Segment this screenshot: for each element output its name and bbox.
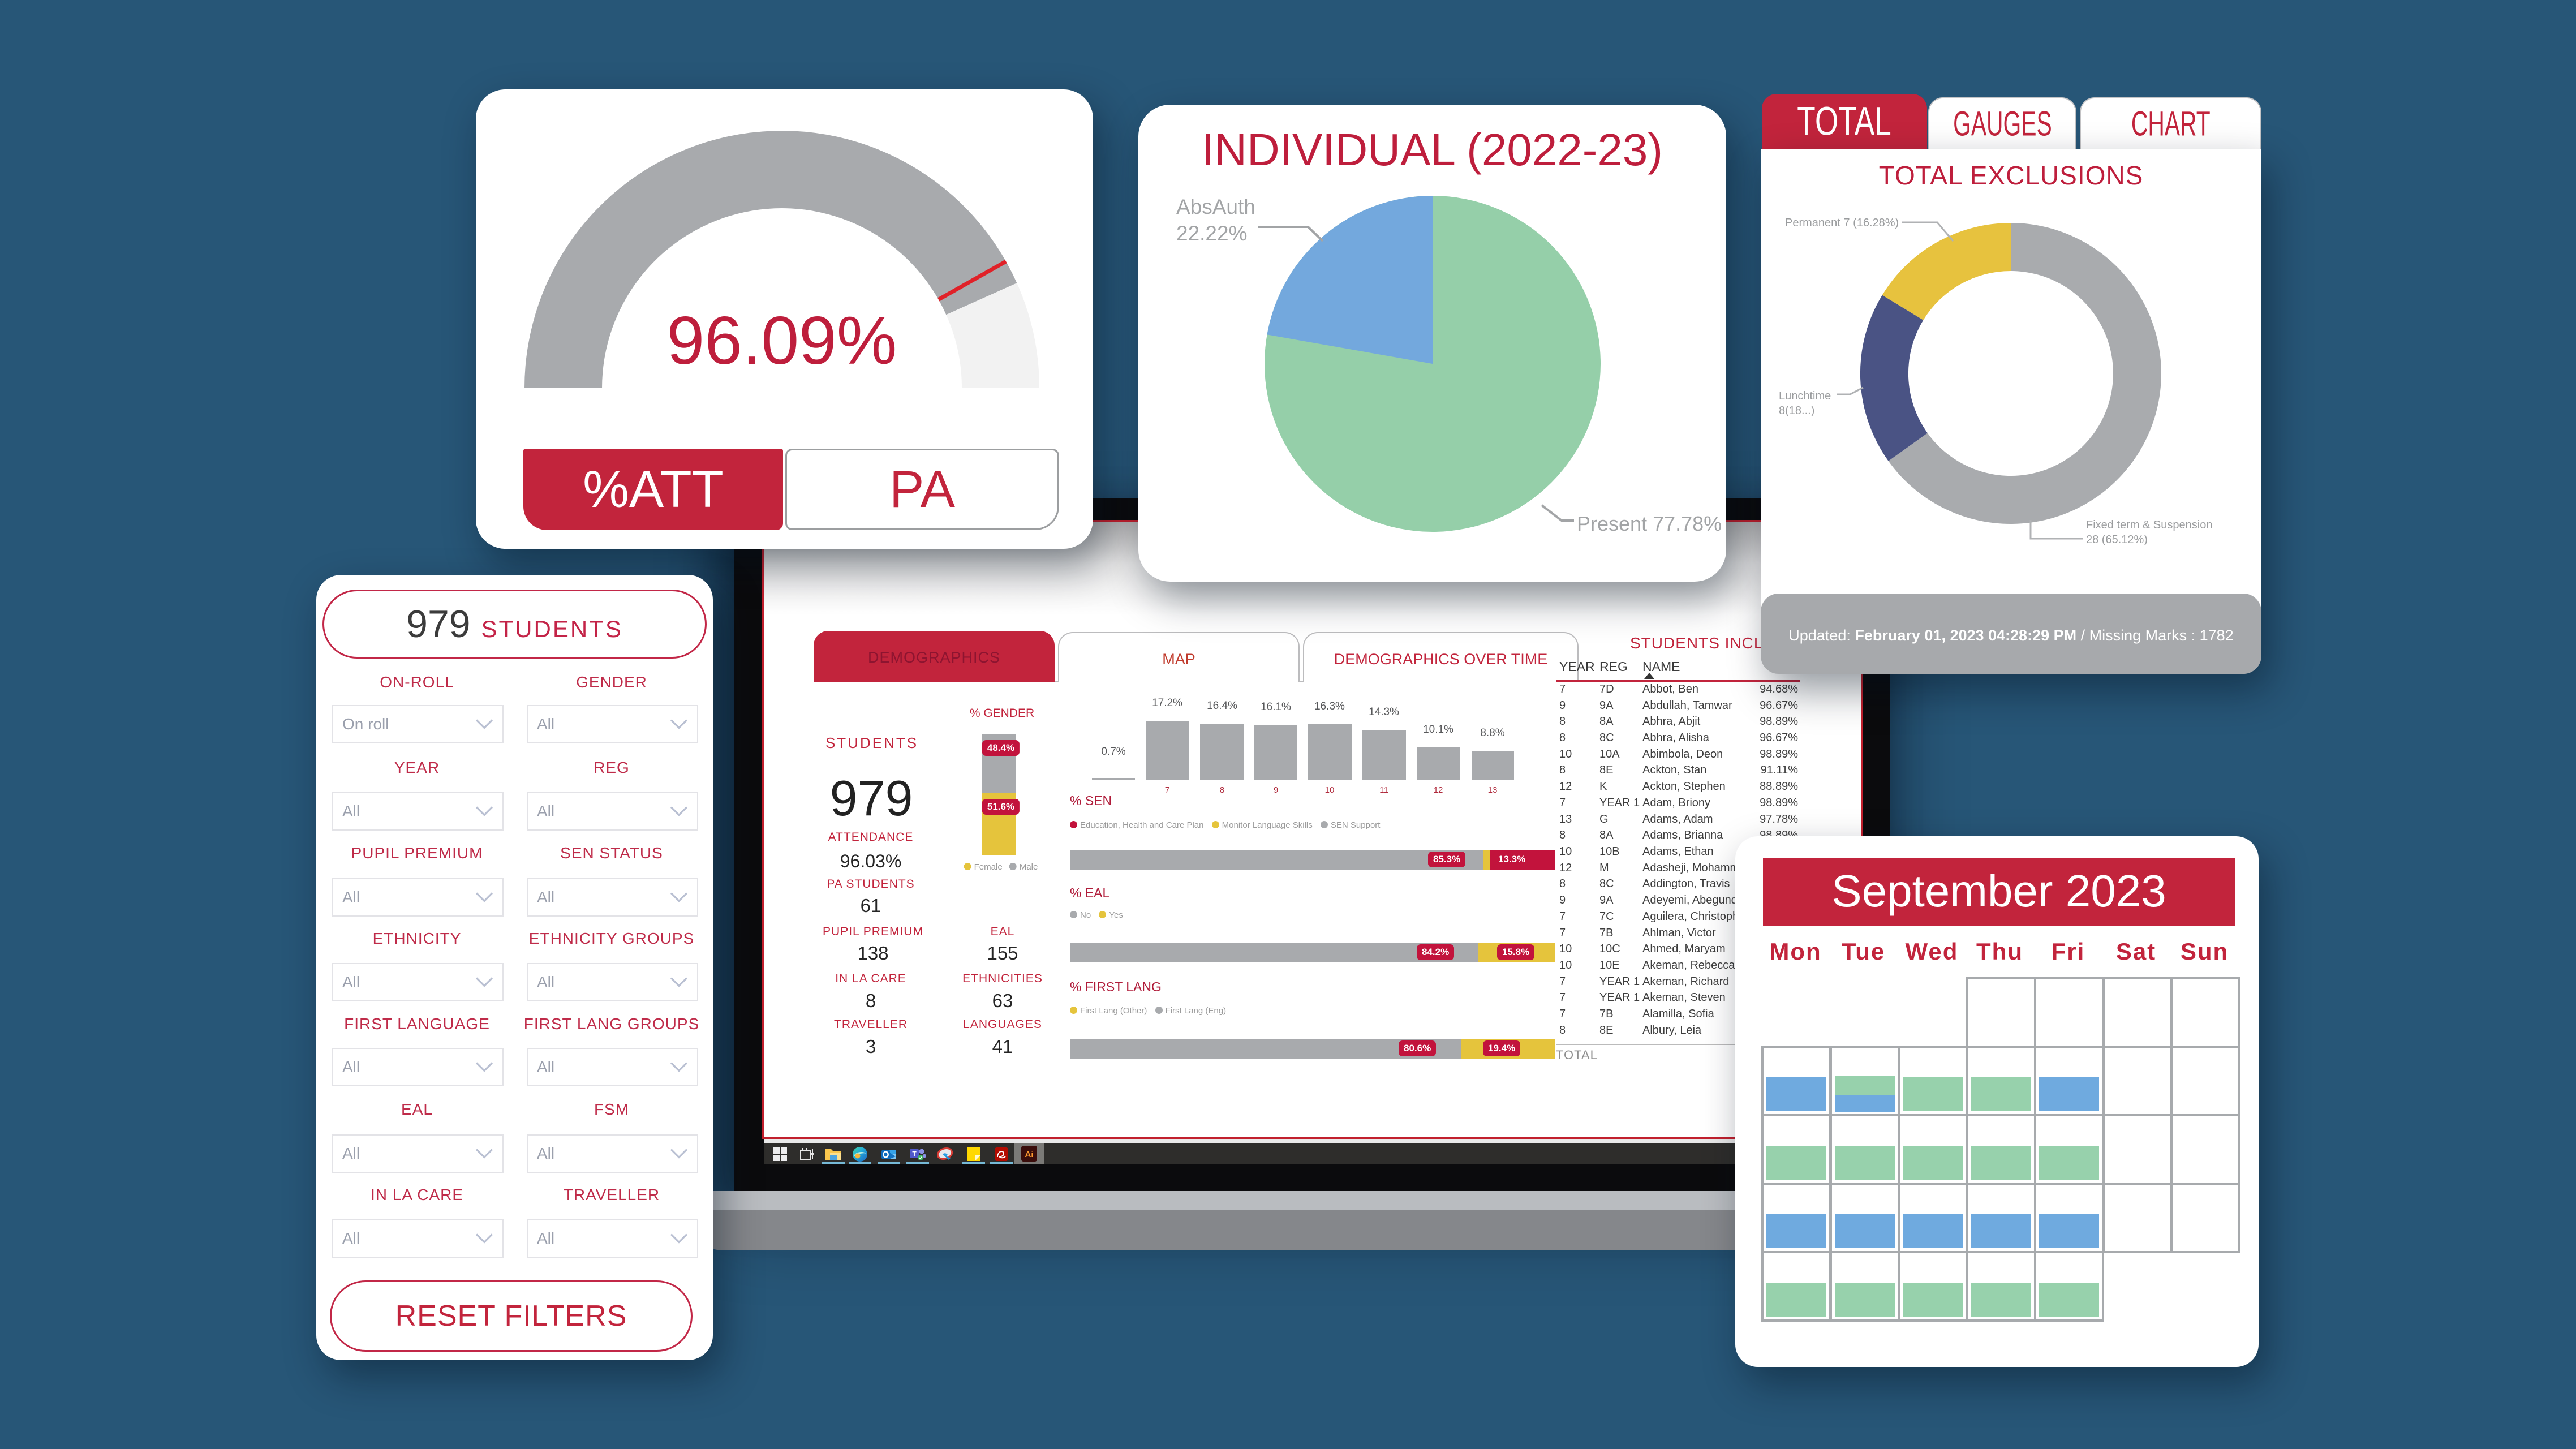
svg-text:T: T (912, 1150, 917, 1158)
svg-text:Ai: Ai (1025, 1150, 1034, 1159)
